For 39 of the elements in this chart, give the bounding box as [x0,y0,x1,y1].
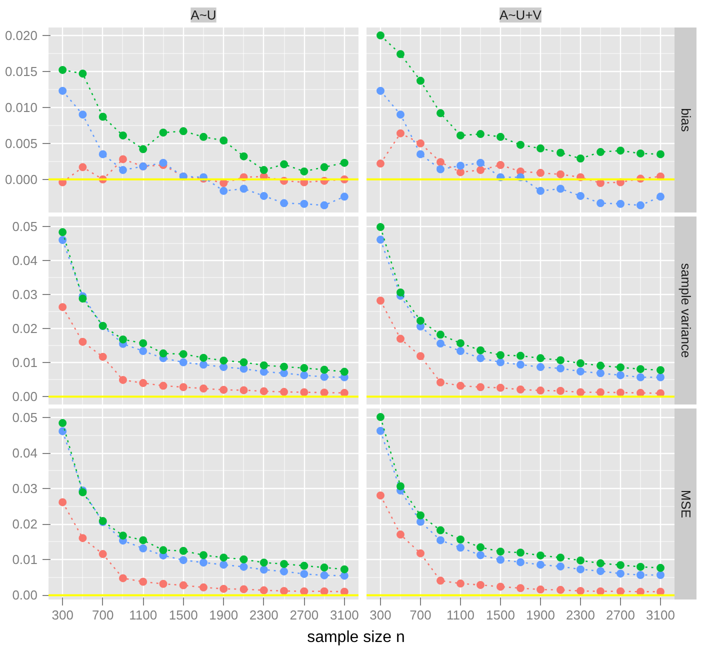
x-tick-label: 1900 [209,608,238,622]
x-tick-label: 300 [370,608,392,622]
x-tick-label: 2300 [249,608,278,622]
y-tick-label: 0.000 [4,172,38,187]
x-tick-label: 3100 [646,608,675,622]
x-tick-label: 1900 [526,608,555,622]
y-tick-label: 0.04 [12,252,38,268]
y-tick-label: 0.010 [4,100,38,115]
y-tick-label: 0.05 [12,218,38,234]
x-tick-label: 1500 [168,608,198,622]
x-tick-label: 2300 [566,608,595,622]
x-tick-label: 2700 [290,608,319,622]
y-tick-label: 0.00 [12,389,38,404]
x-tick-label: 1100 [129,608,158,622]
y-tick-label: 0.005 [4,136,38,151]
x-tick-label: 700 [92,608,114,622]
y-tick-label: 0.015 [4,64,38,79]
y-tick-label: 0.01 [12,552,38,568]
x-tick-label: 1100 [446,608,474,622]
x-tick-label: 700 [410,608,432,622]
chart-title: A~U [190,8,216,22]
y2-axis-title: MSE [678,490,694,518]
y2-axis-title: sample variance [678,263,694,358]
y-tick-label: 0.03 [12,481,38,496]
y-tick-label: 0.03 [12,286,38,302]
y-tick-label: 0.01 [12,355,38,370]
y-tick-label: 0.020 [4,28,38,43]
y2-axis-title: bias [678,108,694,132]
x-axis-title: sample size n [307,628,405,648]
x-tick-label: 300 [52,608,74,622]
x-tick-label: 3100 [330,608,359,622]
y-tick-label: 0.04 [12,446,38,461]
y-tick-label: 0.05 [12,410,38,426]
y-tick-label: 0.02 [12,516,38,532]
chart-title: A~U+V [500,8,542,22]
x-tick-label: 1500 [486,608,515,622]
y-tick-label: 0.02 [12,321,38,336]
y-tick-label: 0.00 [12,588,38,603]
x-tick-label: 2700 [606,608,635,622]
